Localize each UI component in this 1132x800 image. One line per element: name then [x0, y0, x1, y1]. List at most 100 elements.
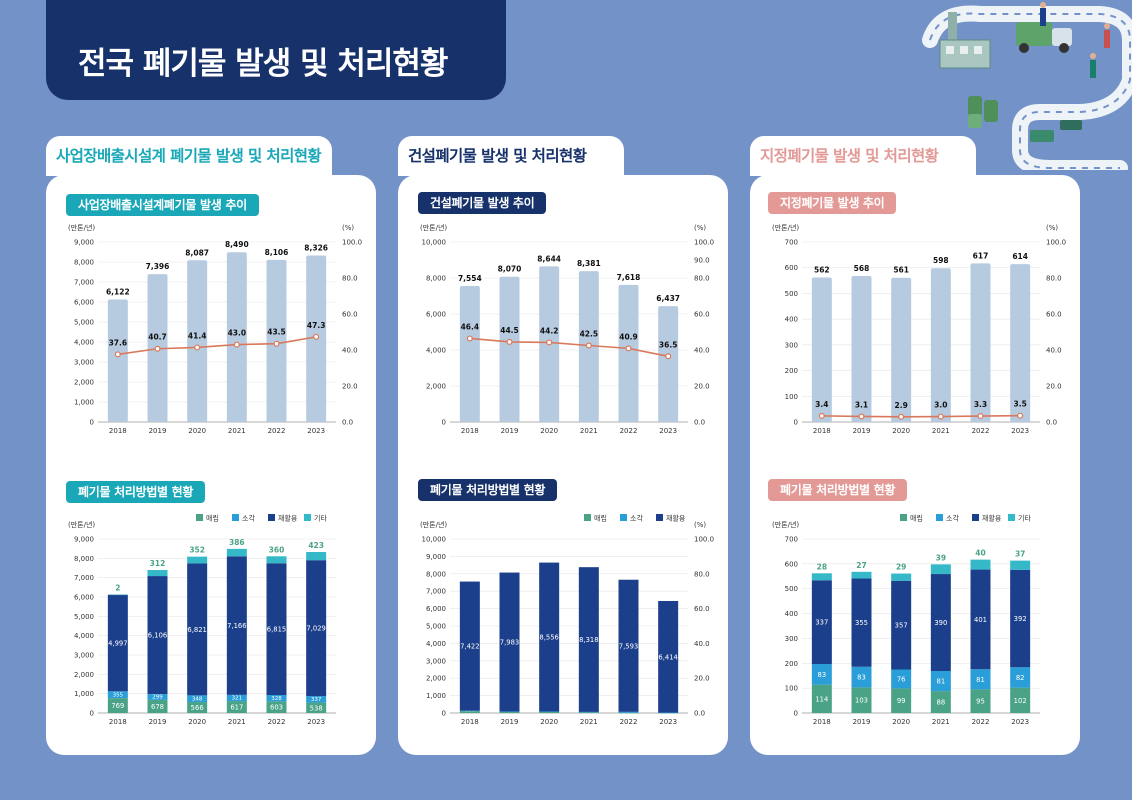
x-tick-label: 2021: [932, 718, 950, 726]
segment-value-label: 7,422: [460, 643, 479, 651]
rate-point: [466, 335, 473, 342]
segment-value-label: 337: [311, 697, 322, 703]
segment-value-label: 81: [976, 676, 985, 684]
legend-label: 소각: [946, 515, 959, 523]
legend-swatch: [268, 514, 275, 521]
bar-value-label: 8,644: [537, 254, 561, 263]
legend-label: 재활용: [278, 514, 298, 523]
rate-point: [977, 413, 984, 420]
y2-tick-label: 60.0: [694, 605, 710, 613]
x-tick-label: 2018: [461, 427, 479, 435]
stack-segment: [658, 712, 679, 714]
x-tick-label: 2020: [188, 718, 206, 726]
title-banner: 전국 폐기물 발생 및 처리현황: [46, 0, 506, 100]
y-tick-label: 4,000: [74, 339, 94, 347]
rate-label: 3.1: [855, 400, 868, 409]
y-axis-unit: (만톤/년): [420, 223, 447, 232]
bar: [851, 275, 872, 422]
rate-label: 36.5: [659, 340, 678, 349]
stack-segment: [187, 556, 208, 564]
stack-segment: [811, 580, 832, 665]
stack-segment: [187, 702, 208, 713]
stack-segment: [658, 712, 679, 714]
y2-tick-label: 20.0: [694, 383, 710, 391]
y-tick-label: 4,000: [426, 347, 446, 355]
y2-tick-label: 100.0: [342, 239, 362, 247]
segment-value-label: 392: [1014, 615, 1027, 623]
segment-value-label: 357: [895, 622, 908, 630]
y-tick-label: 7,000: [74, 574, 94, 582]
segment-value-label: 678: [151, 703, 164, 711]
stack-segment: [811, 573, 832, 581]
y-tick-label: 7,000: [74, 279, 94, 287]
rate-label: 42.5: [580, 330, 599, 339]
rate-label: 44.2: [540, 326, 559, 335]
x-tick-label: 2019: [501, 718, 519, 726]
segment-value-label: 386: [229, 538, 245, 547]
stack-segment: [107, 594, 128, 596]
segment-value-label: 7,029: [306, 625, 325, 633]
section3-tab: 지정폐기물 발생 및 처리현황: [750, 136, 976, 176]
y-tick-label: 5,000: [74, 613, 94, 621]
bar: [970, 263, 991, 422]
stack-segment: [811, 684, 832, 713]
y-tick-label: 9,000: [426, 553, 446, 561]
segment-value-label: 337: [815, 619, 828, 627]
legend-swatch: [304, 514, 311, 521]
x-tick-label: 2020: [892, 427, 910, 435]
bar: [811, 277, 832, 422]
stack-segment: [658, 600, 679, 713]
stack-segment: [851, 571, 872, 579]
y2-tick-label: 90.0: [694, 257, 710, 265]
bar-value-label: 8,070: [498, 265, 522, 274]
x-tick-label: 2023: [659, 718, 677, 726]
segment-value-label: 312: [150, 559, 166, 568]
legend-label: 매립: [206, 515, 219, 523]
segment-value-label: 39: [936, 553, 946, 562]
bar-value-label: 568: [854, 264, 870, 273]
y2-tick-label: 80.0: [342, 275, 358, 283]
stack-segment: [578, 712, 599, 713]
stack-segment: [851, 666, 872, 688]
y2-tick-label: 100.0: [1046, 239, 1066, 247]
y-tick-label: 6,000: [426, 311, 446, 319]
x-tick-label: 2021: [580, 427, 598, 435]
y2-tick-label: 40.0: [694, 347, 710, 355]
segment-value-label: 7,593: [619, 642, 638, 650]
y2-tick-label: 20.0: [694, 675, 710, 683]
stack-segment: [930, 670, 951, 692]
stack-segment: [539, 711, 560, 713]
rate-point: [154, 345, 161, 352]
segment-value-label: 328: [271, 696, 282, 702]
stack-segment: [266, 695, 287, 702]
segment-value-label: 603: [270, 704, 283, 712]
rate-label: 43.5: [267, 328, 286, 337]
bar: [499, 276, 520, 422]
stack-segment: [851, 578, 872, 667]
bar-value-label: 8,381: [577, 259, 601, 268]
y-tick-label: 4,000: [426, 640, 446, 648]
legend-label: 매립: [910, 515, 923, 523]
stack-segment: [618, 712, 639, 714]
legend-label: 소각: [630, 515, 643, 523]
y-tick-label: 2,000: [74, 671, 94, 679]
bar-value-label: 8,087: [185, 248, 209, 257]
legend-swatch: [620, 514, 627, 521]
segment-value-label: 83: [818, 671, 827, 679]
bar-value-label: 7,618: [617, 273, 641, 282]
y-tick-label: 0: [442, 419, 446, 427]
x-tick-label: 2023: [1011, 427, 1029, 435]
rate-line: [117, 336, 317, 356]
stack-segment: [970, 569, 991, 670]
y-tick-label: 100: [785, 393, 798, 401]
y2-tick-label: 20.0: [1046, 383, 1062, 391]
stack-segment: [970, 689, 991, 713]
segment-value-label: 769: [111, 702, 124, 710]
bar: [1010, 264, 1031, 422]
section3-chart2-title: 폐기물 처리방법별 현황: [768, 479, 908, 501]
y-tick-label: 600: [785, 264, 798, 272]
section1-chart2-title: 폐기물 처리방법별 현황: [66, 481, 206, 503]
stack-segment: [306, 560, 327, 697]
y-tick-label: 10,000: [422, 239, 447, 247]
segment-value-label: 37: [1015, 550, 1025, 559]
